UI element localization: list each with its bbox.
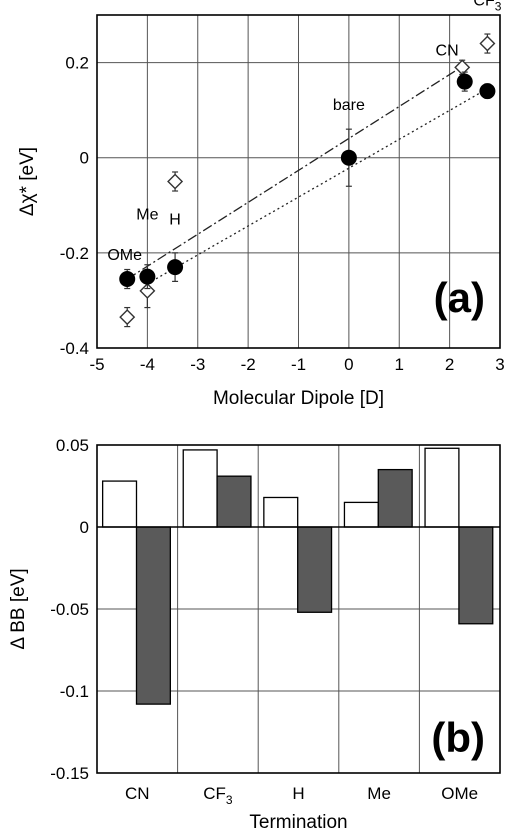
bar-series-2 [135,526,171,705]
bar-series-1 [424,447,460,528]
filled-circle-point [340,149,357,166]
x-tick-label: 2 [445,355,454,374]
panel-b-bar: -0.15 -0.1 -0.05 0 0.05 CN CF3 H Me OMe Terminatio… [8,436,501,832]
x-tick-label: 3 [495,355,504,374]
filled-circle-point [139,268,156,285]
filled-circle-point [479,83,496,100]
bar-series-2 [458,526,494,625]
open-diamond-point [139,282,156,299]
x-category-label: Me [367,784,391,803]
point-annotation: H [169,211,181,228]
y-tick-label: -0.1 [60,682,89,701]
y-tick-label: -0.05 [50,600,89,619]
point-annotation: OMe [107,247,142,264]
open-diamond-point [119,309,136,326]
plot-frame [96,14,501,349]
filled-circle-point [167,259,184,276]
filled-circle-point [456,73,473,90]
bar-series-2 [377,468,413,528]
x-tick-label: -3 [190,355,205,374]
x-category-label: H [292,784,304,803]
point-annotation: CF3 [473,0,501,13]
bar-series-1 [343,501,379,528]
x-category-label: OMe [441,784,478,803]
y-tick-label: -0.15 [50,764,89,783]
x-axis-label: Termination [249,812,347,832]
x-tick-label: -2 [241,355,256,374]
y-tick-label: -0.2 [60,244,89,263]
x-tick-label: 0 [344,355,353,374]
x-tick-label: 1 [395,355,404,374]
y-tick-label: 0.2 [65,54,89,73]
x-category-label: CN [125,784,150,803]
filled-circle-point [119,271,136,288]
bar-series-1 [263,496,299,528]
bar-series-1 [101,480,138,528]
bar-series-2 [216,475,252,528]
bar-series-1 [182,449,218,528]
x-axis-label: Molecular Dipole [D] [213,388,384,409]
x-tick-label: -5 [89,355,104,374]
x-tick-label: -1 [291,355,306,374]
x-category-label: CF3 [203,784,233,807]
plot-frame [96,444,501,774]
point-annotation: bare [333,97,365,114]
y-tick-label: 0 [80,518,89,537]
x-tick-label: -4 [140,355,155,374]
y-axis-label: Δχ* [eV] [17,147,38,216]
point-annotation: CN [436,42,459,59]
y-tick-label: 0.05 [56,436,89,455]
panel-label-a: (a) [434,274,485,321]
open-diamond-point [167,173,184,190]
point-annotation: Me [136,207,158,224]
fit-line-dash-dot [126,64,466,280]
y-tick-label: -0.4 [60,339,89,358]
fit-line-dotted [147,88,488,285]
open-diamond-point [479,35,496,52]
panel-label-b: (b) [431,714,485,761]
bar-series-2 [297,526,333,613]
y-axis-label: Δ BB [eV] [8,568,29,649]
y-tick-label: 0 [80,149,89,168]
panel-a-scatter: -5 -4 -3 -2 -1 0 1 2 3 -0.4 -0.2 0 0.2 Molecular Dipo… [17,0,505,409]
